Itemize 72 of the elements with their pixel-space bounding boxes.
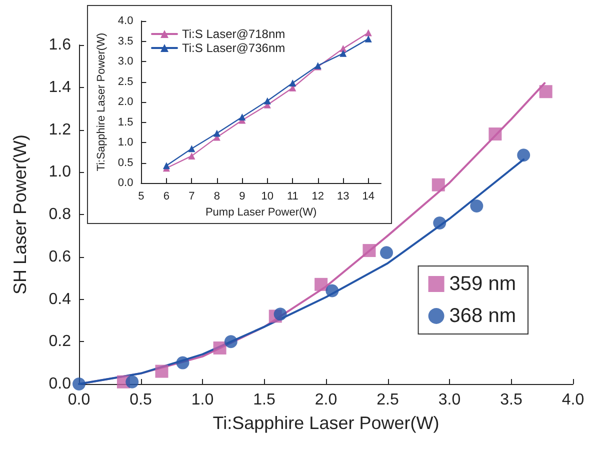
y-axis-title: SH Laser Power(W) bbox=[10, 134, 30, 295]
point bbox=[432, 178, 445, 192]
y-tick-label: 1.4 bbox=[48, 78, 72, 96]
y-tick-label: 0.4 bbox=[48, 290, 72, 308]
x-tick-label: 0.0 bbox=[68, 392, 90, 408]
x-tick-label: 0.5 bbox=[130, 392, 152, 408]
legend-label: Ti:S Laser@736nm bbox=[182, 41, 286, 55]
point bbox=[213, 341, 226, 354]
y-tick-label: 2.5 bbox=[118, 76, 134, 88]
y-tick-label: 3.5 bbox=[118, 35, 134, 48]
y-tick-label: 0.0 bbox=[48, 376, 72, 392]
point bbox=[380, 246, 394, 260]
point bbox=[539, 85, 552, 98]
point bbox=[72, 378, 86, 390]
legend-label: Ti:S Laser@718nm bbox=[182, 27, 286, 41]
x-tick-label: 8 bbox=[214, 190, 220, 203]
point bbox=[364, 35, 372, 42]
point bbox=[224, 335, 238, 348]
y-tick-label: 1.0 bbox=[48, 164, 72, 181]
x-tick-label: 4.0 bbox=[562, 392, 584, 408]
point bbox=[238, 114, 246, 121]
x-tick-label: 2.5 bbox=[376, 392, 399, 408]
legend-label: 368 nm bbox=[449, 305, 516, 327]
x-tick-label: 3.0 bbox=[438, 392, 461, 408]
x-tick-label: 3.5 bbox=[500, 392, 522, 408]
x-tick-label: 6 bbox=[163, 190, 170, 203]
y-tick-label: 1.5 bbox=[118, 116, 134, 128]
point bbox=[264, 97, 271, 104]
point bbox=[470, 200, 484, 213]
y-tick-label: 0.2 bbox=[48, 333, 72, 350]
point bbox=[162, 162, 170, 170]
y-tick-label: 0.6 bbox=[48, 248, 72, 266]
x-tick-label: 1.0 bbox=[191, 392, 214, 408]
y-tick-label: 2.0 bbox=[118, 96, 134, 108]
legend-label: 359 nm bbox=[449, 273, 516, 295]
point bbox=[488, 127, 502, 140]
point bbox=[362, 244, 376, 258]
y-tick-label: 0.0 bbox=[118, 177, 134, 190]
y-tick-label: 4.0 bbox=[118, 15, 134, 27]
point bbox=[126, 375, 139, 388]
x-tick-label: 2.0 bbox=[314, 392, 338, 408]
x-tick-label: 14 bbox=[362, 190, 375, 203]
point bbox=[364, 29, 372, 36]
point bbox=[289, 80, 296, 87]
point bbox=[188, 145, 196, 152]
x-tick-label: 11 bbox=[286, 190, 298, 203]
point bbox=[155, 364, 168, 378]
y-axis-title: Ti:Sapphire Laser Power(W) bbox=[96, 32, 108, 172]
y-tick-label: 1.6 bbox=[48, 36, 72, 54]
point bbox=[314, 278, 328, 291]
x-tick-label: 9 bbox=[239, 190, 246, 203]
x-tick-label: 13 bbox=[337, 190, 350, 203]
y-tick-label: 0.8 bbox=[48, 206, 72, 223]
y-tick-label: 1.2 bbox=[48, 121, 72, 138]
y-tick-label: 3.0 bbox=[118, 56, 134, 68]
y-tick-label: 1.0 bbox=[118, 136, 134, 149]
point bbox=[213, 130, 220, 137]
point bbox=[188, 152, 196, 160]
point bbox=[326, 284, 339, 298]
x-tick-label: 7 bbox=[188, 190, 195, 203]
x-axis-title: Pump Laser Power(W) bbox=[205, 206, 317, 218]
x-tick-label: 12 bbox=[312, 190, 324, 203]
x-axis-title: Ti:Sapphire Laser Power(W) bbox=[212, 413, 440, 433]
point bbox=[274, 308, 287, 321]
x-tick-label: 1.5 bbox=[253, 392, 276, 408]
point bbox=[176, 356, 190, 370]
point bbox=[517, 148, 530, 162]
x-tick-label: 10 bbox=[261, 190, 274, 203]
point bbox=[433, 216, 446, 230]
point bbox=[340, 50, 347, 57]
x-tick-label: 5 bbox=[138, 190, 144, 203]
y-tick-label: 0.5 bbox=[118, 156, 134, 169]
